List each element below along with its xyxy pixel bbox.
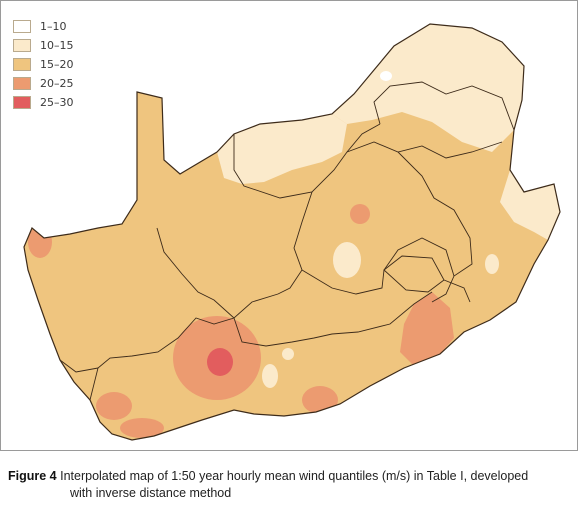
legend-label: 25–30 (40, 96, 74, 109)
zone-1-10-spot (380, 71, 392, 81)
legend-swatch-20-25 (13, 77, 31, 90)
legend-swatch-1-10 (13, 20, 31, 33)
legend-item: 25–30 (13, 93, 74, 112)
zone-20-25-south-central (302, 386, 338, 414)
legend-item: 20–25 (13, 74, 74, 93)
caption-text-line1: Interpolated map of 1:50 year hourly mea… (60, 469, 529, 483)
province-borders (59, 81, 515, 401)
zone-10-15-free-state (333, 242, 361, 278)
legend-item: 10–15 (13, 36, 74, 55)
legend-item: 15–20 (13, 55, 74, 74)
map-frame: 1–10 10–15 15–20 20–25 25–30 (0, 0, 578, 451)
zone-20-25-free-state (350, 204, 370, 224)
legend-item: 1–10 (13, 17, 74, 36)
zone-20-25-east-coast (400, 292, 454, 366)
figure-label: Figure 4 (8, 469, 57, 483)
zone-20-25-southwest (96, 392, 132, 420)
legend-swatch-25-30 (13, 96, 31, 109)
caption-text-line2: with inverse distance method (70, 486, 232, 500)
map-legend: 1–10 10–15 15–20 20–25 25–30 (13, 17, 74, 112)
country-border (23, 23, 561, 441)
zone-10-15-central-north (217, 114, 347, 184)
zone-10-15-east (500, 170, 560, 240)
zone-20-25-south-coast (120, 418, 164, 438)
zone-25-30-core (207, 348, 233, 376)
legend-label: 20–25 (40, 77, 74, 90)
figure-caption: Figure 4 Interpolated map of 1:50 year h… (8, 468, 574, 502)
zone-10-15-small-south2 (282, 348, 294, 360)
wind-quantile-map (23, 23, 561, 441)
legend-swatch-10-15 (13, 39, 31, 52)
zone-10-15-small-east (485, 254, 499, 274)
zone-10-15-small-south (262, 364, 278, 388)
zone-20-25-northwest-coast (28, 226, 52, 258)
legend-label: 1–10 (40, 20, 67, 33)
zone-10-15-north (332, 24, 524, 152)
legend-label: 10–15 (40, 39, 74, 52)
legend-swatch-15-20 (13, 58, 31, 71)
legend-label: 15–20 (40, 58, 74, 71)
